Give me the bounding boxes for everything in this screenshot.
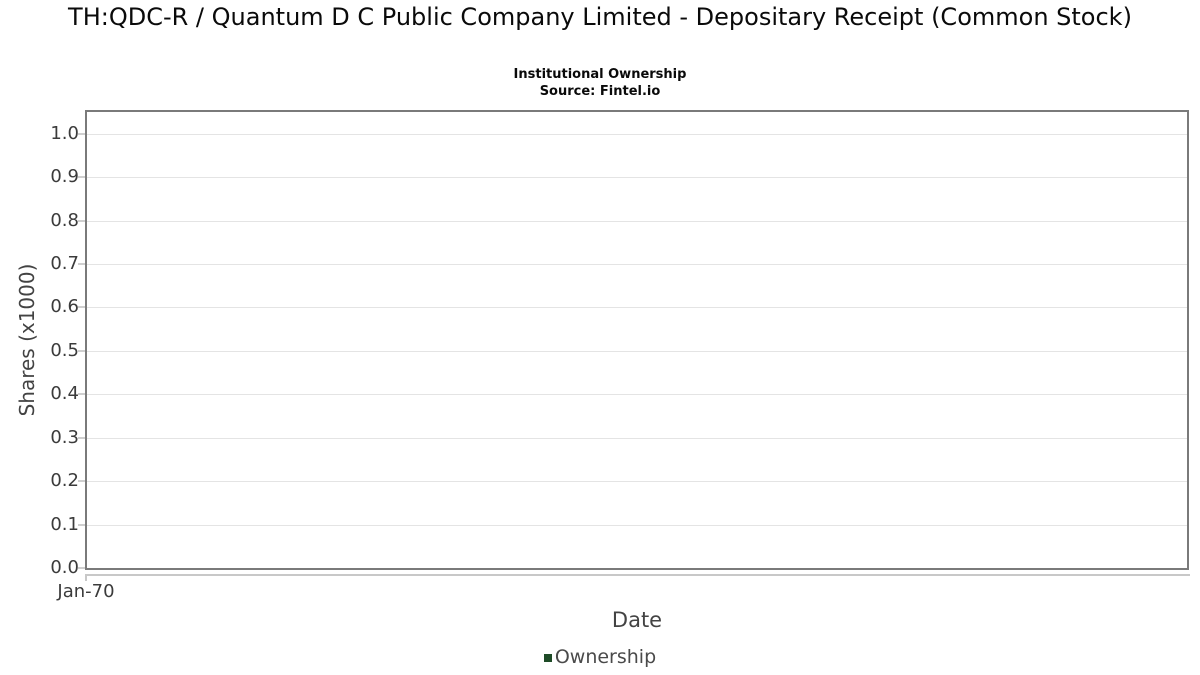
y-tick-label: 0.8 (50, 209, 79, 231)
y-tick-mark (78, 263, 85, 265)
gridline (87, 177, 1187, 179)
y-tick-mark (78, 393, 85, 396)
y-tick-mark (78, 219, 85, 222)
x-tick-label: Jan-70 (57, 581, 115, 602)
y-tick-mark (78, 567, 85, 569)
x-axis-line (85, 574, 1190, 576)
y-tick-mark (78, 480, 85, 483)
gridline (87, 133, 1187, 135)
y-tick-mark (78, 176, 85, 179)
gridline (87, 524, 1187, 526)
gridline (87, 220, 1187, 222)
gridline (87, 481, 1187, 483)
y-tick-label: 0.9 (50, 166, 79, 188)
y-tick-label: 0.6 (50, 296, 79, 318)
legend-label-ownership[interactable]: Ownership (554, 646, 657, 668)
legend-swatch-ownership[interactable] (543, 654, 552, 662)
gridline (87, 350, 1187, 352)
x-axis-title: Date (611, 608, 663, 632)
y-tick-label: 0.1 (50, 513, 79, 535)
plot-area (85, 110, 1189, 570)
y-tick-label: 0.2 (50, 470, 79, 492)
gridline (87, 394, 1187, 396)
y-tick-mark (78, 306, 85, 309)
y-tick-label: 0.5 (50, 339, 79, 361)
y-tick-mark (78, 523, 85, 526)
y-tick-mark (78, 436, 85, 439)
y-tick-label: 0.0 (50, 557, 79, 578)
gridline (87, 264, 1187, 265)
chart-title: TH:QDC-R / Quantum D C Public Company Li… (68, 3, 1132, 31)
x-tick-mark (85, 574, 87, 581)
chart-source: Source: Fintel.io (539, 84, 661, 99)
gridline (87, 437, 1187, 439)
y-tick-mark (78, 132, 85, 135)
y-tick-mark (78, 349, 85, 352)
y-tick-label: 0.7 (50, 253, 79, 274)
y-tick-label: 1.0 (50, 122, 79, 144)
gridline (87, 307, 1187, 309)
y-tick-label: 0.3 (50, 426, 79, 448)
chart-subtitle: Institutional Ownership (513, 67, 687, 82)
y-tick-label: 0.4 (50, 383, 79, 405)
legend: Ownership (0, 646, 1200, 668)
